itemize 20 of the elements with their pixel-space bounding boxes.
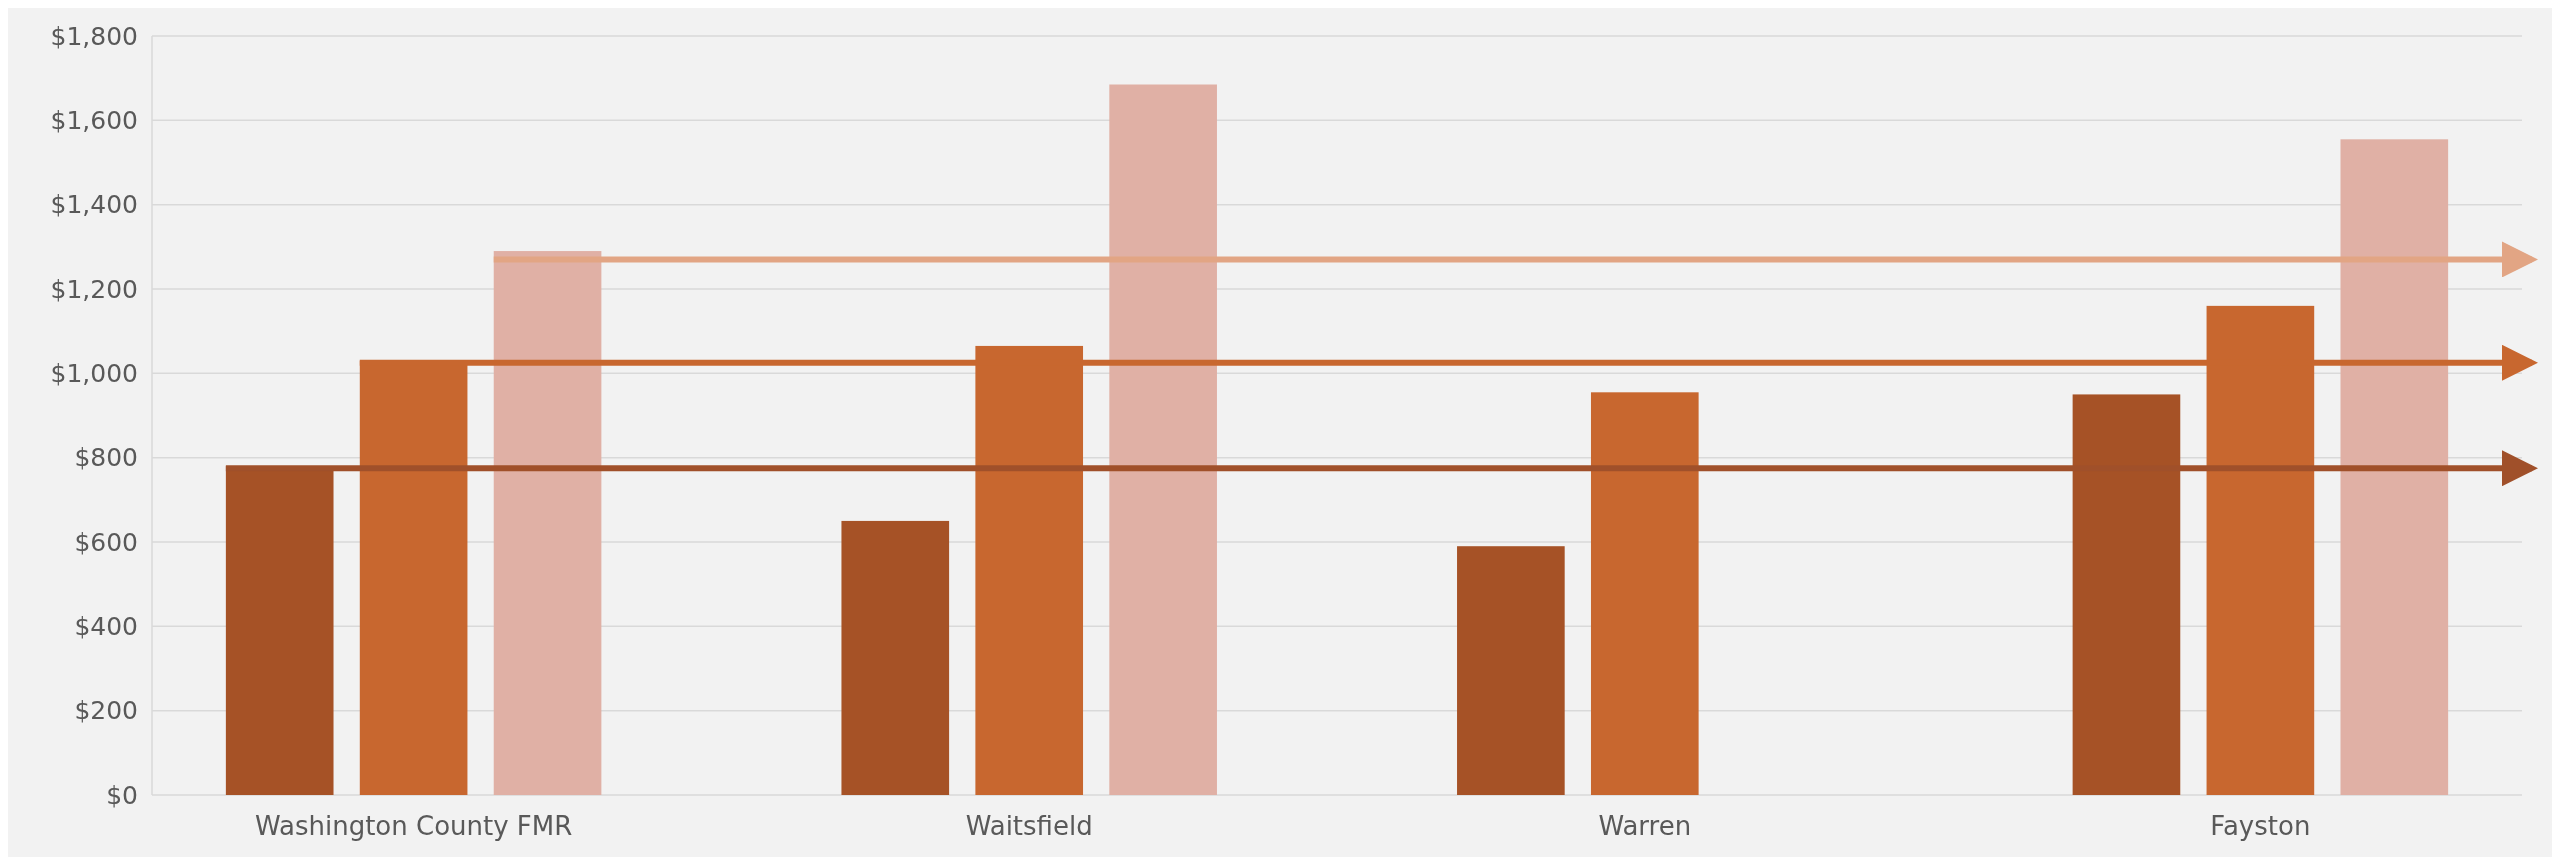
y-tick-label: $0 [106,780,138,810]
y-tick-label: $1,800 [50,21,138,51]
bar [1109,84,1217,795]
y-tick-label: $1,000 [50,359,138,389]
x-tick-label: Warren [1598,811,1692,841]
y-tick-label: $400 [74,612,138,642]
y-tick-label: $800 [74,443,138,473]
bar [841,520,950,795]
y-tick-label: $1,200 [50,274,138,304]
y-tick-label: $600 [74,527,138,557]
x-tick-label: Waitsfield [965,811,1093,841]
x-tick-label: Fayston [2210,811,2311,841]
y-tick-label: $1,400 [50,190,138,220]
y-tick-label: $1,600 [50,106,138,136]
bar [1590,392,1699,795]
bar [2340,139,2449,795]
y-tick-label: $200 [74,696,138,726]
x-tick-label: Washington County FMR [254,811,573,841]
bar [1457,546,1565,795]
bar [493,251,602,795]
